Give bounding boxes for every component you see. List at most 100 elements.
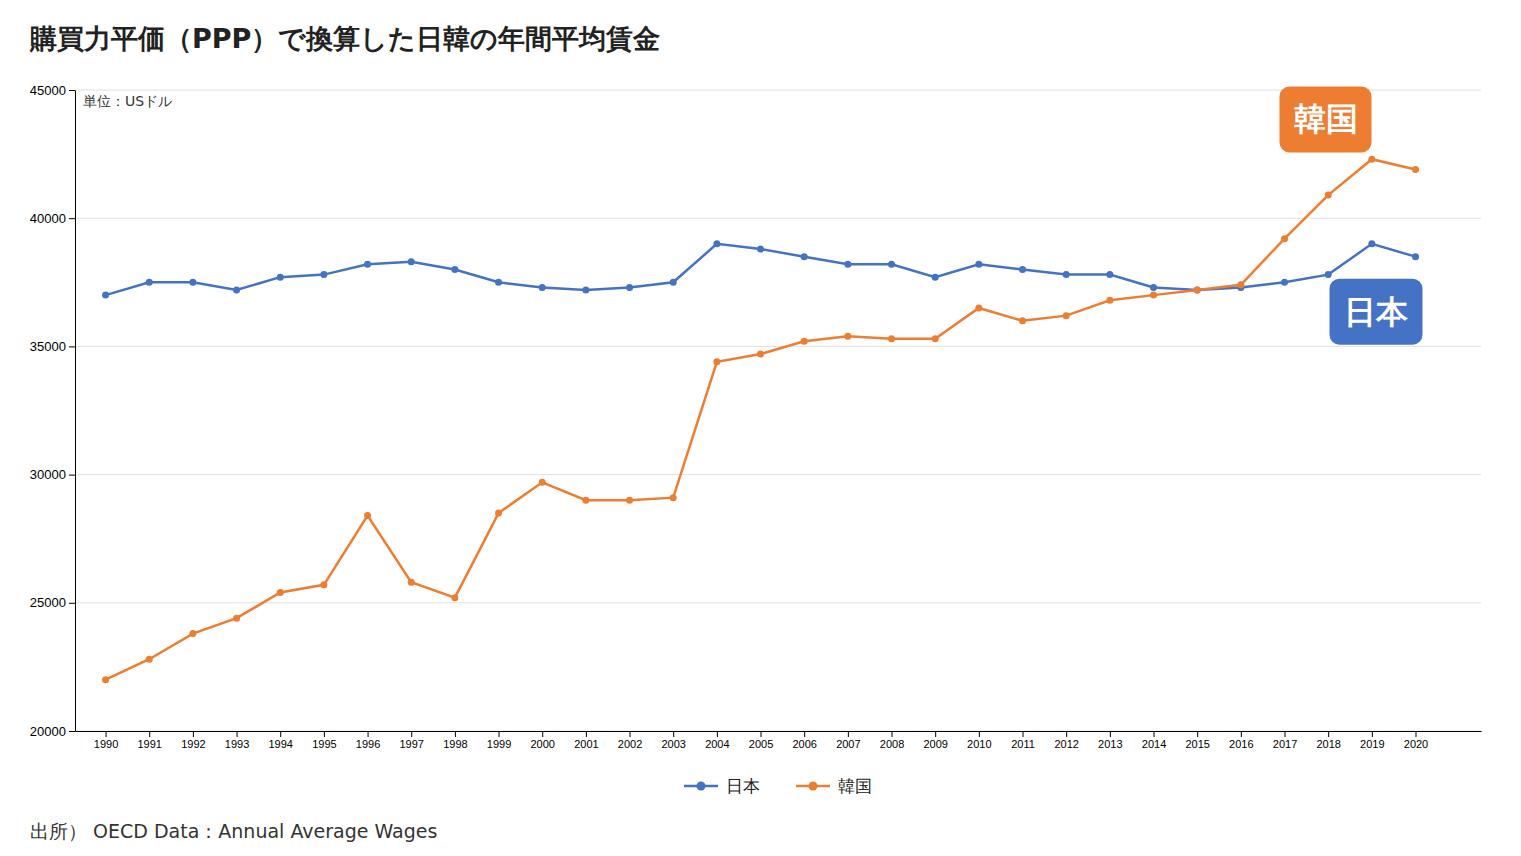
x-tick-mark — [106, 731, 107, 737]
x-tick-mark — [935, 731, 936, 737]
point — [495, 279, 502, 286]
x-tick-mark — [1328, 731, 1329, 737]
point — [757, 245, 764, 252]
x-tick-mark — [1416, 731, 1417, 737]
x-tick: 2005 — [749, 731, 773, 750]
x-tick-mark — [1110, 731, 1111, 737]
point — [1237, 281, 1244, 288]
point — [1412, 166, 1419, 173]
y-tick-label: 25000 — [30, 595, 66, 610]
x-tick-label: 1992 — [181, 738, 205, 750]
x-tick-mark — [804, 731, 805, 737]
x-tick-label: 1998 — [443, 738, 467, 750]
x-tick: 1991 — [137, 731, 161, 750]
x-tick: 2000 — [530, 731, 554, 750]
x-tick-label: 2013 — [1098, 738, 1122, 750]
point — [1281, 235, 1288, 242]
x-tick: 2003 — [661, 731, 685, 750]
x-tick-label: 1995 — [312, 738, 336, 750]
point — [888, 261, 895, 268]
point — [1194, 286, 1201, 293]
x-tick-label: 2003 — [661, 738, 685, 750]
x-tick: 1990 — [94, 731, 118, 750]
y-tick-mark — [69, 90, 75, 91]
point — [757, 351, 764, 358]
x-tick: 1993 — [225, 731, 249, 750]
annotation: 韓国 — [1280, 86, 1372, 152]
point — [975, 261, 982, 268]
x-tick-label: 1991 — [137, 738, 161, 750]
annotation: 日本 — [1330, 279, 1423, 345]
point — [1063, 312, 1070, 319]
x-tick: 1997 — [399, 731, 423, 750]
x-tick-label: 2011 — [1011, 738, 1035, 750]
annotation-box — [1330, 279, 1423, 345]
x-tick-mark — [892, 731, 893, 737]
x-tick-label: 2015 — [1185, 738, 1209, 750]
x-tick-label: 2009 — [923, 738, 947, 750]
x-tick-mark — [1154, 731, 1155, 737]
y-tick-mark — [69, 475, 75, 476]
y-tick-mark — [69, 218, 75, 219]
point — [626, 497, 633, 504]
x-tick: 2013 — [1098, 731, 1122, 750]
point — [539, 479, 546, 486]
x-tick-mark — [1197, 731, 1198, 737]
grid-line — [75, 731, 1481, 732]
x-tick: 2002 — [618, 731, 642, 750]
x-tick-label: 2001 — [574, 738, 598, 750]
x-tick: 2020 — [1404, 731, 1428, 750]
point — [582, 286, 589, 293]
point — [932, 335, 939, 342]
y-axis: 200002500030000350004000045000 — [30, 83, 76, 739]
title: 購買力平価（PPP）で換算した日韓の年間平均賃金 — [29, 23, 660, 54]
series-points — [102, 156, 1419, 683]
point — [277, 589, 284, 596]
x-tick-mark — [368, 731, 369, 737]
x-axis: 1990199119921993199419951996199719981999… — [76, 731, 1482, 750]
point — [451, 594, 458, 601]
x-tick-mark — [499, 731, 500, 737]
x-tick: 2012 — [1054, 731, 1078, 750]
point — [233, 615, 240, 622]
chart: 購買力平価（PPP）で換算した日韓の年間平均賃金 1990 1991 1992 1993… — [0, 0, 1521, 856]
x-tick-mark — [848, 731, 849, 737]
x-tick-label: 2017 — [1273, 738, 1297, 750]
point — [364, 261, 371, 268]
legend-item: 韓国 — [796, 776, 872, 796]
point — [539, 284, 546, 291]
series-line — [106, 159, 1416, 679]
x-axis-line — [76, 731, 1482, 732]
point — [1281, 279, 1288, 286]
annotation-text: 韓国 — [1294, 100, 1358, 138]
x-tick-label: 2008 — [880, 738, 904, 750]
grid-line — [75, 474, 1481, 475]
x-tick-label: 2016 — [1229, 738, 1253, 750]
point — [1412, 253, 1419, 260]
grid-line — [75, 218, 1481, 219]
x-tick: 2011 — [1011, 731, 1035, 750]
point — [277, 274, 284, 281]
x-tick-mark — [324, 731, 325, 737]
x-tick-label: 2004 — [705, 738, 729, 750]
x-tick: 1996 — [356, 731, 380, 750]
point — [320, 271, 327, 278]
point — [626, 284, 633, 291]
x-tick-mark — [1023, 731, 1024, 737]
x-tick: 2006 — [792, 731, 816, 750]
point — [189, 630, 196, 637]
x-tick-mark — [193, 731, 194, 737]
x-tick-mark — [280, 731, 281, 737]
x-tick: 2018 — [1316, 731, 1340, 750]
x-tick: 2019 — [1360, 731, 1384, 750]
x-tick: 2009 — [923, 731, 947, 750]
x-tick: 1998 — [443, 731, 467, 750]
y-tick-label: 40000 — [30, 211, 66, 226]
x-tick: 1995 — [312, 731, 336, 750]
point — [844, 261, 851, 268]
point — [975, 304, 982, 311]
x-tick: 2008 — [880, 731, 904, 750]
x-tick-label: 1994 — [268, 738, 292, 750]
y-axis-line — [75, 91, 76, 732]
point — [932, 274, 939, 281]
